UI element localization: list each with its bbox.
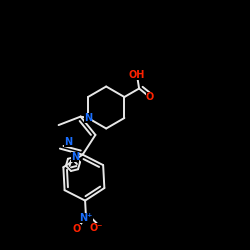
Text: N: N — [84, 113, 92, 123]
Text: N⁺: N⁺ — [79, 212, 93, 222]
Text: N: N — [64, 137, 72, 147]
Text: O: O — [146, 92, 154, 102]
Text: O: O — [72, 224, 81, 234]
Text: O⁻: O⁻ — [90, 223, 103, 233]
Text: OH: OH — [129, 70, 145, 80]
Text: N: N — [71, 152, 79, 162]
